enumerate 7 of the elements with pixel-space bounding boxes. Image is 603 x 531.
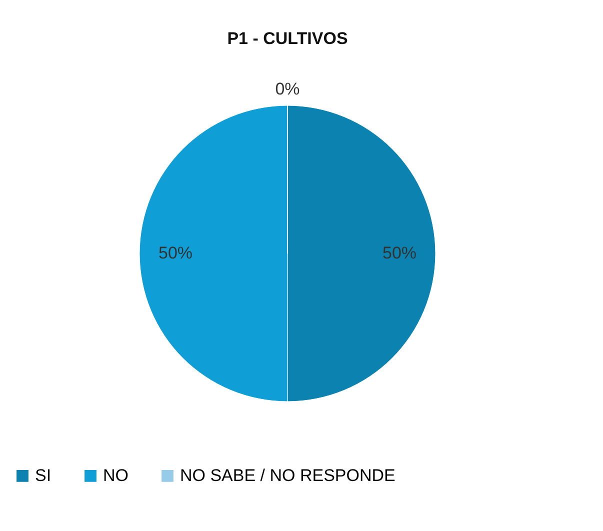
legend-label: NO SABE / NO RESPONDE (180, 466, 396, 485)
data-label: 50% (382, 244, 417, 262)
legend-label: SI (35, 466, 52, 485)
chart-title: P1 - CULTIVOS (227, 29, 348, 48)
text: 0% (275, 80, 300, 98)
data-label: 50% (158, 244, 193, 262)
legend-label: NO (103, 466, 128, 485)
